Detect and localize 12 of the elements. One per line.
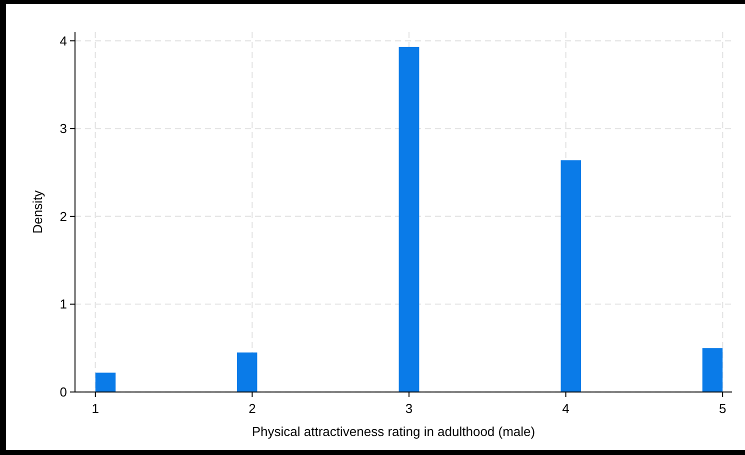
x-tick-label: 3 [405, 401, 413, 416]
y-tick-label: 0 [60, 384, 67, 400]
y-axis-title: Density [30, 190, 45, 234]
y-tick-label: 4 [60, 33, 67, 48]
x-axis-title: Physical attractiveness rating in adulthood (male) [252, 424, 536, 439]
x-tick-label: 5 [718, 401, 726, 416]
y-tick-label: 3 [60, 121, 67, 136]
x-tick-label: 4 [562, 401, 570, 416]
x-tick-label: 1 [92, 401, 99, 416]
y-tick-label: 1 [60, 296, 67, 312]
y-tick-label: 2 [60, 208, 67, 224]
x-tick-label: 2 [248, 401, 256, 416]
